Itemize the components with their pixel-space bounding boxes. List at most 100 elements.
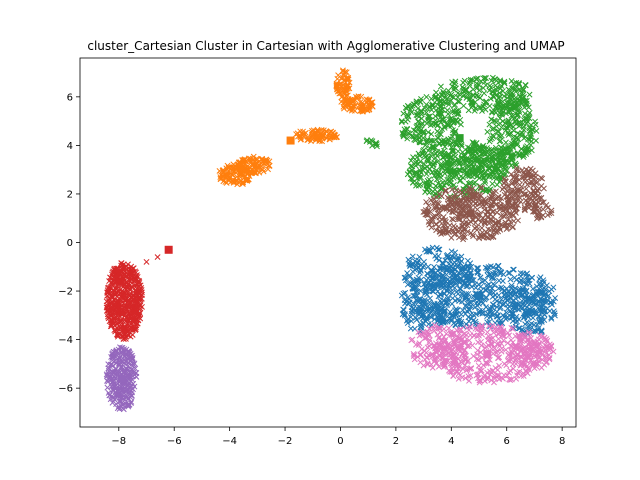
- data-point: [404, 171, 411, 178]
- data-point: [409, 253, 416, 260]
- data-point: [467, 311, 474, 318]
- data-point: [350, 106, 357, 113]
- data-point: [265, 166, 272, 173]
- data-point: [461, 88, 468, 95]
- data-point: [438, 164, 445, 170]
- data-point: [414, 278, 421, 285]
- data-point: [465, 271, 472, 278]
- data-point: [490, 92, 497, 99]
- data-point: [426, 113, 433, 120]
- data-point: [523, 120, 530, 127]
- data-point: [522, 82, 529, 89]
- data-point: [484, 272, 491, 279]
- data-point: [408, 318, 415, 324]
- data-point: [415, 161, 422, 168]
- data-point: [433, 183, 439, 190]
- data-point: [461, 167, 468, 174]
- data-point: [467, 299, 473, 306]
- data-point: [415, 113, 422, 120]
- data-point: [490, 264, 497, 271]
- data-point: [522, 289, 529, 296]
- centroid-marker: [164, 245, 173, 254]
- data-point: [529, 285, 536, 292]
- data-point: [510, 85, 517, 92]
- data-point: [432, 113, 439, 120]
- data-point: [429, 143, 436, 150]
- data-point: [526, 127, 533, 134]
- data-point: [482, 151, 489, 158]
- x-tick-label: −6: [167, 436, 182, 447]
- data-point: [527, 322, 534, 328]
- data-point: [472, 99, 479, 106]
- data-point: [410, 133, 417, 140]
- data-point: [424, 303, 431, 310]
- data-point: [405, 130, 412, 137]
- data-point: [237, 178, 244, 185]
- data-point: [354, 94, 361, 101]
- data-point: [428, 131, 435, 138]
- data-point: [496, 299, 503, 306]
- data-point: [510, 137, 517, 144]
- centroid-marker: [286, 136, 295, 145]
- data-point: [219, 174, 226, 181]
- data-point: [445, 162, 452, 168]
- x-tick-label: 6: [504, 436, 510, 447]
- x-axis: −8 −6 −4 −2 0 2 4 6 8: [111, 427, 565, 447]
- data-point: [483, 186, 490, 193]
- data-point: [415, 126, 422, 133]
- data-point: [461, 77, 468, 84]
- data-point: [444, 299, 451, 306]
- data-point: [422, 284, 429, 291]
- data-point: [521, 135, 527, 142]
- data-point: [309, 136, 315, 142]
- data-point: [481, 90, 488, 97]
- data-point: [537, 274, 544, 281]
- y-axis: −6 −4 −2 0 2 4 6: [58, 92, 80, 395]
- data-point: [346, 79, 353, 86]
- data-point: [499, 111, 505, 118]
- data-point: [496, 277, 502, 284]
- data-point: [333, 81, 340, 88]
- data-point: [223, 165, 230, 172]
- data-point: [407, 280, 414, 287]
- data-point: [502, 120, 509, 127]
- data-point: [341, 105, 347, 112]
- data-point: [513, 313, 520, 320]
- data-point: [429, 137, 435, 144]
- data-point: [502, 139, 509, 146]
- data-point: [254, 164, 261, 171]
- data-point: [494, 181, 501, 188]
- data-point: [439, 137, 445, 144]
- chart-title: cluster_Cartesian Cluster in Cartesian w…: [87, 39, 564, 53]
- data-point: [548, 299, 555, 306]
- data-point: [448, 115, 455, 122]
- data-point: [510, 266, 517, 273]
- data-point: [494, 313, 501, 320]
- data-point: [445, 121, 452, 128]
- data-point: [423, 182, 430, 189]
- data-point: [528, 147, 535, 154]
- data-point: [319, 135, 326, 142]
- data-point: [484, 319, 491, 326]
- data-point: [524, 273, 531, 280]
- data-point: [457, 178, 463, 185]
- data-point: [521, 104, 528, 111]
- data-point: [519, 132, 526, 139]
- data-point: [499, 110, 506, 117]
- data-point: [247, 155, 254, 162]
- data-point: [488, 116, 495, 123]
- data-point: [251, 159, 258, 165]
- data-point: [480, 300, 487, 307]
- data-point: [492, 292, 499, 299]
- data-point: [358, 93, 365, 100]
- data-point: [458, 298, 465, 305]
- data-point: [365, 100, 372, 107]
- x-tick-label: 2: [393, 436, 399, 447]
- data-point: [515, 294, 522, 301]
- data-point: [484, 267, 491, 274]
- data-point: [484, 285, 491, 291]
- data-point: [455, 278, 462, 285]
- data-point: [404, 320, 411, 327]
- data-point: [521, 283, 528, 290]
